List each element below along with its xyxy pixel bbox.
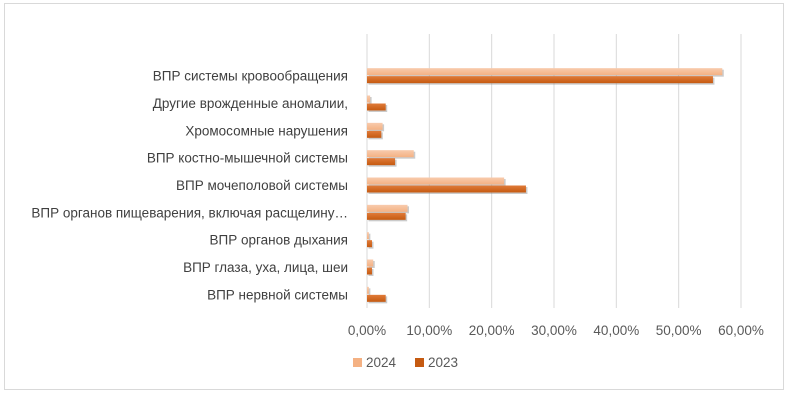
legend: 2024 2023 <box>353 355 458 370</box>
bar-2023 <box>367 185 526 193</box>
category-label: ВПР мочеполовой системы <box>176 178 348 193</box>
bar-shadow <box>368 233 371 241</box>
category-label: ВПР органов дыхания <box>210 233 349 248</box>
legend-swatch-2024 <box>353 358 362 367</box>
legend-label: 2023 <box>428 355 458 370</box>
x-tick-label: 30,00% <box>531 323 577 338</box>
bar-2023 <box>367 240 372 248</box>
bar-2024 <box>367 286 369 294</box>
x-tick-label: 50,00% <box>656 323 702 338</box>
x-tick-labels: 0,00% 10,00% 20,00% 30,00% 40,00% 50,00% 60,00… <box>348 323 764 338</box>
bars <box>367 68 724 304</box>
category-labels: ВПР системы кровообращения Другие врожден… <box>31 69 348 303</box>
chart-frame <box>4 3 784 390</box>
bar-2024 <box>367 204 408 212</box>
category-label: ВПР системы кровообращения <box>153 69 348 84</box>
legend-label: 2024 <box>366 355 397 370</box>
bar-2023 <box>367 294 386 302</box>
bar-2024 <box>367 150 414 158</box>
bar-2024 <box>367 232 369 240</box>
category-label: ВПР нервной системы <box>207 287 348 302</box>
x-tick-label: 60,00% <box>718 323 764 338</box>
x-tick-label: 40,00% <box>593 323 639 338</box>
x-tick-label: 0,00% <box>348 323 386 338</box>
category-label: Хромосомные нарушения <box>185 123 348 138</box>
category-label: ВПР костно-мышечной системы <box>147 151 348 166</box>
bar-2023 <box>367 76 713 84</box>
bar-2024 <box>367 259 374 267</box>
category-label: ВПР органов пищеварения, включая расщели… <box>31 205 348 220</box>
bar-2023 <box>367 103 386 111</box>
x-tick-label: 10,00% <box>406 323 452 338</box>
bar-2024 <box>367 122 383 130</box>
bar-2024 <box>367 177 505 185</box>
x-tick-label: 20,00% <box>469 323 515 338</box>
bar-2023 <box>367 130 382 138</box>
legend-swatch-2023 <box>415 358 424 367</box>
bar-2024 <box>367 68 723 76</box>
bar-2024 <box>367 95 371 103</box>
category-label: ВПР глаза, уха, лица, шеи <box>183 260 348 275</box>
category-label: Другие врожденные аномалии, <box>153 96 348 111</box>
bar-2023 <box>367 158 396 166</box>
bar-2023 <box>367 212 406 220</box>
bar-2023 <box>367 267 372 275</box>
bar-shadow <box>368 288 371 296</box>
